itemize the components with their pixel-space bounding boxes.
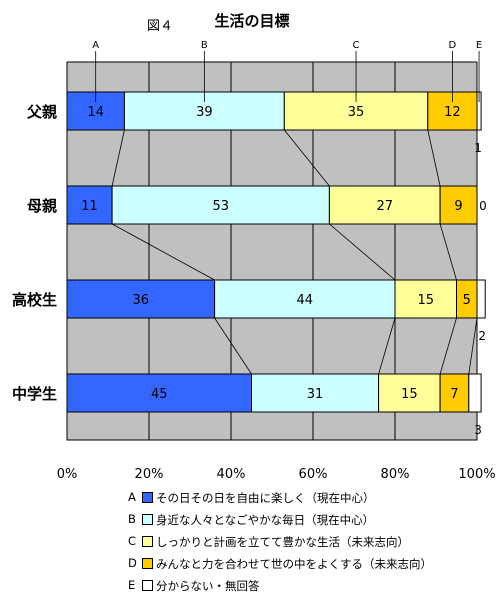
- data-label: 35: [348, 105, 365, 120]
- data-label: 39: [196, 105, 213, 120]
- legend-entry-c: C しっかりと計画を立てて豊かな生活（未来志向）: [128, 531, 488, 553]
- legend-letter: C: [128, 534, 137, 548]
- legend-letter: E: [128, 578, 136, 592]
- legend-label: しっかりと計画を立てて豊かな生活（未来志向）: [156, 535, 409, 549]
- category-label: 高校生: [12, 291, 57, 309]
- chart-title: 生活の目標: [214, 12, 289, 30]
- legend-label: 分からない・無回答: [156, 579, 260, 593]
- x-tick-label: 0%: [57, 467, 78, 482]
- figure-label: 図４: [147, 19, 173, 34]
- data-label: 15: [401, 387, 418, 402]
- series-letter: B: [201, 40, 208, 51]
- series-line: [439, 317, 457, 375]
- bar-segment: [394, 279, 457, 319]
- x-tick-label: 40%: [217, 467, 246, 482]
- bar-segment: [439, 373, 470, 413]
- data-label: 5: [463, 293, 471, 308]
- series-line: [283, 129, 330, 187]
- category-label: 父親: [26, 103, 57, 121]
- bar-segment: [111, 185, 330, 225]
- legend-swatch: [142, 514, 153, 525]
- legend-letter: D: [128, 556, 137, 570]
- data-label: 14: [87, 105, 104, 120]
- data-label: 0: [479, 199, 487, 213]
- series-letter: C: [353, 40, 360, 51]
- legend-label: その日その日を自由に楽しく（現在中心）: [156, 491, 375, 505]
- data-label: 2: [478, 329, 486, 343]
- data-label: 9: [454, 199, 462, 214]
- x-tick-label: 100%: [458, 467, 495, 482]
- legend: A その日その日を自由に楽しく（現在中心） B 身近な人々となごやかな毎日（現在…: [128, 487, 488, 597]
- legend-label: 身近な人々となごやかな毎日（現在中心）: [156, 513, 375, 527]
- legend-swatch: [142, 580, 153, 591]
- data-label: 27: [376, 199, 393, 214]
- legend-swatch: [142, 558, 153, 569]
- legend-entry-e: E 分からない・無回答: [128, 575, 488, 597]
- data-label: 44: [297, 293, 314, 308]
- data-label: 3: [474, 423, 482, 437]
- data-label: 7: [450, 387, 458, 402]
- category-label: 母親: [27, 197, 57, 215]
- x-tick-label: 80%: [381, 467, 410, 482]
- legend-letter: B: [128, 512, 136, 526]
- bar-segment: [439, 185, 478, 225]
- series-line: [214, 317, 252, 375]
- bar-segment: [328, 185, 441, 225]
- series-letter: A: [92, 40, 99, 51]
- legend-entry-b: B 身近な人々となごやかな毎日（現在中心）: [128, 509, 488, 531]
- bar-segment: [66, 373, 252, 413]
- data-label: 1: [474, 141, 482, 155]
- bar-segment: [476, 279, 486, 319]
- x-tick-label: 20%: [135, 467, 164, 482]
- series-line: [378, 317, 396, 375]
- data-label: 12: [444, 105, 461, 120]
- bar-segment: [66, 185, 113, 225]
- legend-swatch: [142, 536, 153, 547]
- category-label: 中学生: [12, 385, 57, 403]
- data-label: 36: [133, 293, 150, 308]
- legend-label: みんなと力を合わせて世の中をよくする（未来志向）: [156, 557, 432, 571]
- bar-segment: [214, 279, 396, 319]
- data-label: 11: [81, 199, 98, 214]
- data-label: 53: [212, 199, 229, 214]
- series-line: [468, 317, 478, 375]
- series-line: [111, 129, 125, 187]
- series-line: [329, 223, 396, 281]
- bar-segment: [468, 373, 482, 413]
- bar-segment: [66, 279, 216, 319]
- bar-segment: [251, 373, 380, 413]
- series-line: [427, 129, 441, 187]
- legend-swatch: [142, 492, 153, 503]
- legend-entry-d: D みんなと力を合わせて世の中をよくする（未来志向）: [128, 553, 488, 575]
- series-line: [439, 223, 457, 281]
- data-label: 15: [417, 293, 434, 308]
- series-line: [111, 223, 215, 281]
- series-letter: E: [476, 40, 482, 51]
- data-label: 45: [151, 387, 168, 402]
- data-label: 31: [307, 387, 324, 402]
- legend-letter: A: [128, 490, 136, 504]
- x-tick-label: 60%: [299, 467, 328, 482]
- series-letter: D: [449, 40, 457, 51]
- legend-entry-a: A その日その日を自由に楽しく（現在中心）: [128, 487, 488, 509]
